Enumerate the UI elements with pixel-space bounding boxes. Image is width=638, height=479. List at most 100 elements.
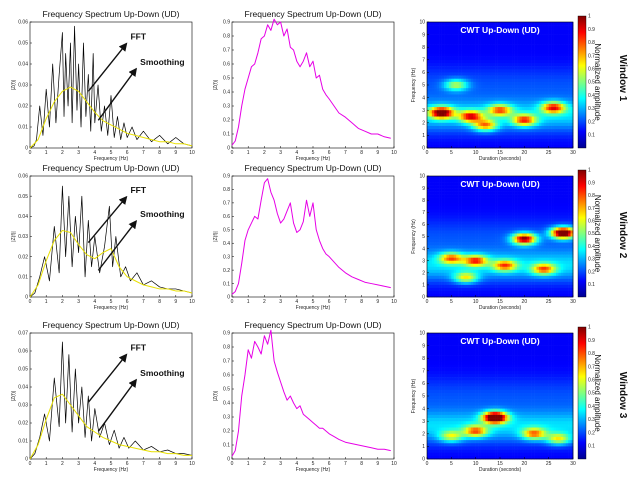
cwt-w1-heatmap-cell <box>448 125 452 130</box>
cwt-w2-heatmap-cell <box>439 293 442 298</box>
cwt-w2-heatmap-cell <box>509 206 513 210</box>
cwt-w2-heatmap-cell <box>497 263 501 268</box>
cwt-w2-heatmap-cell <box>470 251 474 255</box>
cwt-w1-heatmap-cell <box>565 135 569 139</box>
cwt-w1-heatmap-cell <box>492 66 496 70</box>
cwt-w2-heatmap-cell <box>568 236 571 240</box>
cwt-w2-heatmap-cell <box>461 233 464 237</box>
cwt-w1-heatmap-cell <box>495 81 498 86</box>
cwt-w1-heatmap-cell <box>475 40 479 45</box>
cwt-w1-heatmap-cell <box>538 144 542 149</box>
cwt-w2-heatmap-cell <box>490 293 493 298</box>
cwt-w1-xtick-label: 30 <box>570 150 576 156</box>
cwt-w1-heatmap-cell <box>538 37 542 42</box>
cwt-w1-heatmap-cell <box>434 31 438 35</box>
cwt-w2-heatmap-cell <box>560 188 564 192</box>
fft-w2-ytick-label: 0.04 <box>18 214 28 220</box>
cwt-w2-heatmap-cell <box>536 275 540 280</box>
cwt-w2-heatmap-cell <box>565 239 569 243</box>
cwt-w2-heatmap-cell <box>436 272 440 277</box>
cwt-w1-heatmap-cell <box>507 103 511 108</box>
cwt-w1-heatmap-cell <box>500 91 503 95</box>
cwt-w1-heatmap-cell <box>534 132 537 136</box>
cwt-w2-heatmap-cell <box>555 188 559 192</box>
cwt-w2-heatmap-cell <box>541 254 545 258</box>
cwt-w1-heatmap-cell <box>538 69 542 73</box>
cwt-w1-heatmap-cell <box>555 47 559 51</box>
cwt-w1-heatmap-cell <box>475 125 479 130</box>
cwt-w1-heatmap-cell <box>487 72 491 76</box>
cwt-w2-heatmap-cell <box>558 179 562 183</box>
cwt-w1-heatmap-cell <box>526 40 530 45</box>
cwt-w2-heatmap-cell <box>482 242 486 246</box>
cwt-w1-heatmap-cell <box>492 62 496 67</box>
cwt-w2-heatmap-cell <box>451 197 455 201</box>
cwt-w1-heatmap-cell <box>548 122 552 127</box>
cwt-w1-heatmap-cell <box>492 78 496 83</box>
cwt-w1-heatmap-cell <box>551 59 554 64</box>
cwt-w2-heatmap-cell <box>558 284 562 289</box>
cwt-w1-heatmap-cell <box>473 53 476 57</box>
cwt-w2-heatmap-cell <box>434 179 438 183</box>
cwt-w1-heatmap-cell <box>470 144 474 149</box>
cwt-w1-heatmap-cell <box>431 78 435 83</box>
cwt-w2-heatmap-cell <box>495 284 498 289</box>
cwt-w2-heatmap-cell <box>465 257 469 261</box>
cwt-w2-heatmap-cell <box>465 191 469 195</box>
cwt-w1-heatmap-cell <box>519 72 523 76</box>
cwt-w2-heatmap-cell <box>563 206 566 210</box>
cwt-w2-heatmap-cell <box>551 230 554 234</box>
cwt-w1-heatmap-cell <box>565 72 569 76</box>
cwt-w2-heatmap-cell <box>526 290 530 295</box>
cwt-w2-heatmap-cell <box>463 221 467 225</box>
cwt-w2-heatmap-cell <box>548 209 552 213</box>
cwt-w1-heatmap-cell <box>509 75 513 79</box>
cwt-w2-heatmap-cell <box>514 224 518 228</box>
cwt-w1-heatmap-cell <box>487 88 491 92</box>
cwt-w1-heatmap-cell <box>444 122 447 127</box>
cwt-w1-heatmap-cell <box>536 119 540 124</box>
cwt-w2-heatmap-cell <box>536 272 540 277</box>
cwt-w2-heatmap-cell <box>470 278 474 283</box>
cwt-w2-heatmap-cell <box>517 215 520 219</box>
cwt-w2-heatmap-cell <box>536 242 540 246</box>
cwt-w1-heatmap-cell <box>517 31 520 35</box>
cwt-w1-heatmap-cell <box>507 110 511 114</box>
cwt-w2-heatmap-cell <box>434 206 438 210</box>
cwt-w1-heatmap-cell <box>507 62 511 67</box>
cwt-w2-heatmap-cell <box>475 281 479 286</box>
cwt-w1-heatmap-cell <box>541 72 545 76</box>
cwt-w2-heatmap-cell <box>568 260 571 265</box>
cwt-w1-heatmap-cell <box>543 132 547 136</box>
cwt-w2-heatmap-cell <box>495 248 498 252</box>
cwt-w1-heatmap-cell <box>543 116 547 120</box>
cwt-w2-heatmap-cell <box>529 275 532 280</box>
cwt-w2-heatmap-cell <box>500 176 503 180</box>
cwt-w2-heatmap-cell <box>546 209 549 213</box>
cwt-w2-heatmap-cell <box>480 245 484 249</box>
cwt-w1-heatmap-cell <box>512 107 515 111</box>
cwt-w1-heatmap-cell <box>524 110 528 114</box>
cwt-w2-heatmap-cell <box>485 248 489 252</box>
cwt-w2-heatmap-cell <box>461 176 464 180</box>
cwt-w1-heatmap-cell <box>461 125 464 130</box>
cwt-w1-heatmap-cell <box>461 97 464 102</box>
cwt-w2-heatmap-cell <box>461 281 464 286</box>
cwt-w2-heatmap-cell <box>526 284 530 289</box>
cwt-w2-heatmap-cell <box>551 257 554 261</box>
cwt-w2-heatmap-cell <box>475 230 479 234</box>
cwt-w2-heatmap-cell <box>555 290 559 295</box>
cwt-w2-heatmap-cell <box>456 281 459 286</box>
cwt-w2-heatmap-cell <box>439 203 442 207</box>
cwt-w1-heatmap-cell <box>470 75 474 79</box>
cwt-w2-heatmap-cell <box>458 200 462 204</box>
cwt-w2-heatmap-cell <box>560 242 564 246</box>
cwt-w1-heatmap-cell <box>543 40 547 45</box>
cwt-w1-heatmap-cell <box>519 50 523 54</box>
cwt-w2-heatmap-cell <box>468 188 472 192</box>
cwt-w2-heatmap-cell <box>497 284 501 289</box>
cwt-w2-heatmap-cell <box>453 203 457 207</box>
cwt-w2-heatmap-cell <box>524 287 528 292</box>
cwt-w1-heatmap-cell <box>548 129 552 133</box>
cwt-w2-heatmap-cell <box>436 191 440 195</box>
